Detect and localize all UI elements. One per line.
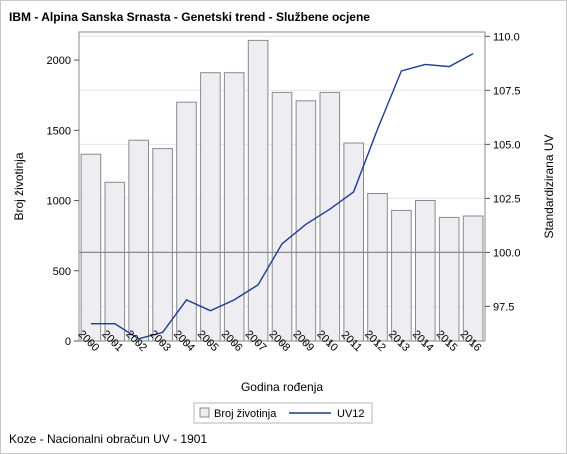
y-tick-label: 1000	[47, 196, 71, 208]
y-axis-label: Broj životinja	[12, 152, 26, 220]
x-axis-label: Godina rođenja	[241, 380, 323, 394]
chart-title: IBM - Alpina Sanska Srnasta - Genetski t…	[9, 10, 370, 24]
legend-label-line: UV12	[337, 408, 365, 420]
legend-swatch-bar	[199, 407, 210, 418]
bar-2013	[391, 209, 412, 342]
y-tick-label: 0	[65, 336, 71, 348]
bar-2003	[152, 148, 173, 342]
bar-2000	[80, 153, 102, 342]
y2-tick-label: 110.0	[493, 31, 520, 43]
bar-2007	[247, 39, 269, 342]
y2-tick-label: 107.5	[493, 85, 521, 97]
bar-2002	[128, 139, 150, 342]
legend-label-bar: Broj životinja	[214, 408, 277, 420]
y2-axis-label: Standardizirana UV	[542, 134, 556, 238]
y2-tick-label: 100.0	[493, 247, 521, 259]
bar-2006	[223, 72, 245, 342]
bar-2016	[462, 215, 484, 342]
bar-2008	[271, 91, 293, 342]
y-tick-label: 500	[53, 266, 71, 278]
y2-tick-label: 102.5	[493, 193, 521, 205]
legend: Broj životinja UV12	[193, 402, 373, 424]
bar-2015	[438, 216, 460, 342]
bar-2004	[176, 101, 197, 342]
y-tick-label: 2000	[47, 55, 71, 67]
axis-layer	[74, 31, 490, 346]
bar-2009	[295, 100, 317, 342]
bar-2014	[415, 200, 436, 342]
bar-2010	[319, 91, 341, 342]
bar-2005	[200, 72, 221, 342]
bar-2001	[104, 181, 126, 342]
bar-2012	[367, 193, 388, 342]
footnote: Koze - Nacionalni obračun UV - 1901	[9, 432, 208, 446]
y2-tick-label: 105.0	[493, 139, 521, 151]
bar-layer	[80, 39, 484, 342]
line-layer	[90, 52, 474, 340]
y2-tick-label: 97.5	[493, 301, 514, 313]
legend-box	[193, 402, 373, 424]
y-tick-label: 1500	[47, 125, 71, 137]
